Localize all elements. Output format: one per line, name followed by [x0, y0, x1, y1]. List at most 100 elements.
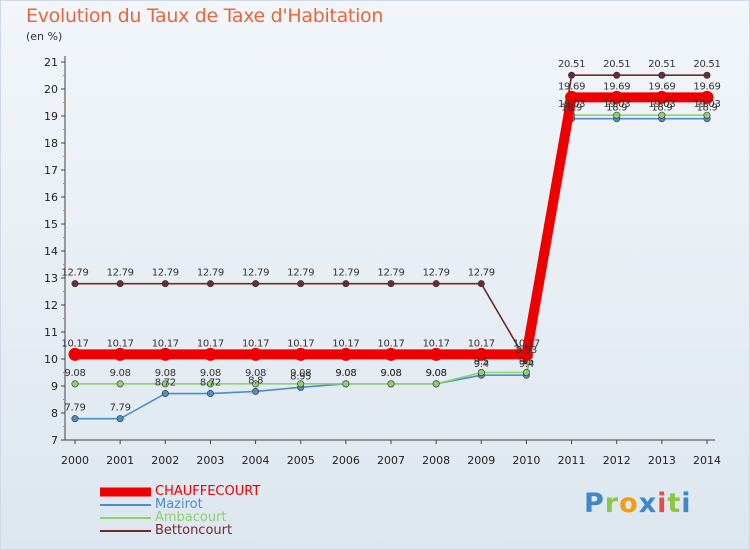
logo-letter: x	[638, 488, 658, 519]
data-label: 9.08	[380, 368, 401, 379]
data-point	[68, 347, 82, 361]
logo-letter: P	[584, 488, 605, 519]
data-point	[294, 347, 308, 361]
data-point	[613, 111, 621, 119]
data-point	[71, 415, 79, 423]
logo-letter: i	[657, 488, 668, 519]
data-point	[342, 280, 350, 288]
data-label: 10.17	[423, 338, 450, 349]
y-tick-label: 18	[44, 137, 58, 150]
data-point	[613, 71, 621, 79]
y-tick-label: 8	[51, 407, 58, 420]
legend-label: CHAUFFECOURT	[155, 484, 261, 499]
y-tick-label: 7	[51, 434, 58, 447]
data-label: 9.08	[110, 368, 131, 379]
data-label: 20.51	[693, 59, 720, 70]
data-point	[297, 280, 305, 288]
data-label: 10.17	[332, 338, 359, 349]
data-label: 10.17	[107, 338, 134, 349]
data-label: 12.79	[107, 268, 134, 279]
data-point	[206, 390, 214, 398]
series-layer	[68, 71, 714, 423]
data-label: 18.9	[651, 103, 672, 114]
data-point	[113, 347, 127, 361]
y-tick-label: 21	[44, 56, 58, 69]
data-point	[610, 90, 624, 104]
x-tick-label: 2012	[603, 454, 631, 467]
proxiti-logo: Proxiti	[584, 488, 692, 519]
x-tick-label: 2007	[377, 454, 405, 467]
data-label: 12.79	[242, 268, 269, 279]
data-label: 9.08	[335, 368, 356, 379]
data-point	[342, 380, 350, 388]
data-label: 9.93	[516, 345, 537, 356]
data-label: 12.79	[423, 268, 450, 279]
data-label: 12.79	[377, 268, 404, 279]
data-label: 10.17	[197, 338, 224, 349]
data-point	[703, 111, 711, 119]
x-tick-label: 2014	[693, 454, 721, 467]
y-tick-label: 17	[44, 164, 58, 177]
data-label: 18.9	[696, 103, 717, 114]
data-label: 18.9	[606, 103, 627, 114]
data-point	[158, 347, 172, 361]
x-tick-label: 2006	[332, 454, 360, 467]
y-tick-label: 13	[44, 272, 58, 285]
data-point	[252, 380, 260, 388]
logo-letter: o	[619, 488, 639, 519]
data-label: 19.03	[603, 99, 630, 110]
data-label: 20.51	[558, 59, 585, 70]
data-point	[71, 280, 79, 288]
data-point	[429, 347, 443, 361]
data-point	[206, 380, 214, 388]
data-label: 9.5	[474, 357, 489, 368]
data-label: 7.79	[64, 403, 85, 414]
data-label: 9.4	[474, 359, 489, 370]
logo-letter: r	[604, 488, 620, 519]
x-tick-label: 2005	[287, 454, 315, 467]
x-tick-label: 2001	[106, 454, 134, 467]
data-label: 10.17	[242, 338, 269, 349]
x-tick-label: 2008	[422, 454, 450, 467]
data-label: 20.51	[648, 59, 675, 70]
data-label: 19.69	[603, 81, 630, 92]
data-point	[387, 280, 395, 288]
data-label: 7.79	[110, 403, 131, 414]
data-point	[700, 90, 714, 104]
data-label: 10.17	[61, 338, 88, 349]
y-tick-label: 16	[44, 191, 58, 204]
data-label: 19.03	[648, 99, 675, 110]
data-label: 12.79	[332, 268, 359, 279]
data-label: 12.79	[152, 268, 179, 279]
data-point	[249, 347, 263, 361]
data-labels-layer: 10.17 10.17 10.17 10.17 10.17 10.17 10.17 10.17…	[61, 59, 720, 413]
y-tick-label: 10	[44, 353, 58, 366]
data-point	[161, 390, 169, 398]
data-label: 9.08	[155, 368, 176, 379]
data-point	[384, 347, 398, 361]
legend-lines	[100, 487, 151, 532]
data-point	[477, 368, 485, 376]
chart-title: Evolution du Taux de Taxe d'Habitation	[26, 5, 384, 27]
data-label: 20.51	[603, 59, 630, 70]
data-point	[116, 280, 124, 288]
data-label: 12.79	[468, 268, 495, 279]
data-point	[339, 347, 353, 361]
data-label: 8.95	[290, 371, 311, 382]
data-label: 9.08	[290, 368, 311, 379]
data-label: 9.08	[426, 368, 447, 379]
data-label: 9.08	[64, 368, 85, 379]
x-tick-label: 2013	[648, 454, 676, 467]
legend-label: Bettoncourt	[155, 523, 233, 538]
series-line-chauffecourt	[75, 92, 707, 360]
data-point	[252, 280, 260, 288]
data-label: 9.5	[519, 357, 534, 368]
data-label: 19.03	[693, 99, 720, 110]
data-point	[655, 90, 669, 104]
data-label: 9.08	[335, 368, 356, 379]
data-label: 8.72	[200, 378, 221, 389]
axes: 7 8 9 10 11 12 13 14 15 16 17 18 19 20 21 2000 2001 2002 2…	[44, 56, 721, 467]
data-label: 12.79	[287, 268, 314, 279]
logo-letter: i	[681, 488, 692, 519]
x-tick-label: 2004	[242, 454, 270, 467]
